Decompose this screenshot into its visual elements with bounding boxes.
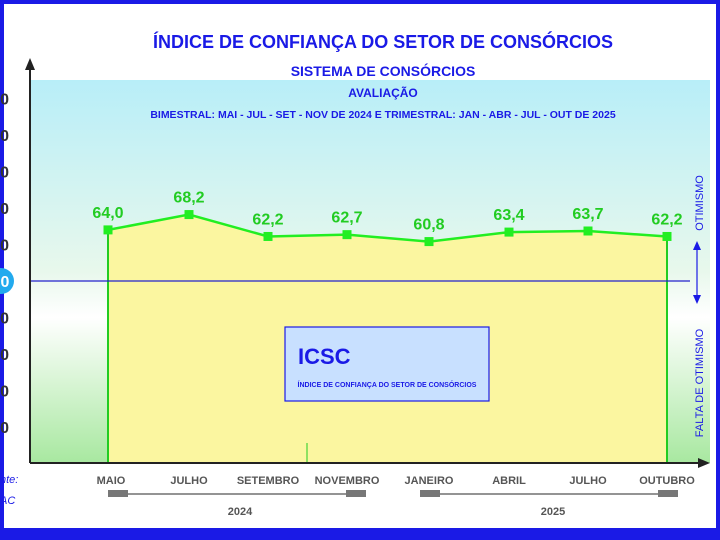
series-line — [107, 213, 668, 243]
y-axis-arrow — [25, 58, 35, 70]
x-tick-label: OUTUBRO — [639, 475, 695, 487]
year-2025-tick-left — [420, 490, 440, 497]
x-tick-label: JULHO — [170, 475, 208, 487]
data-label: 64,0 — [92, 205, 123, 222]
y-tick-label: 0 — [0, 347, 9, 364]
data-label: 62,2 — [651, 211, 682, 228]
x-tick-label: SETEMBRO — [237, 475, 300, 487]
data-label: 63,7 — [572, 206, 603, 223]
y-tick-label: 0 — [0, 420, 9, 437]
x-tick-label: JULHO — [569, 475, 607, 487]
data-point — [103, 225, 113, 235]
data-label: 62,2 — [252, 211, 283, 228]
y-tick-label: 0 — [0, 201, 9, 218]
year-label-2025: 2025 — [541, 506, 565, 518]
y-tick-label: 0 — [0, 128, 9, 145]
source-label: nte: — [0, 474, 18, 486]
y-tick-label: 0 — [0, 384, 9, 401]
x-tick-label: NOVEMBRO — [315, 475, 380, 487]
data-label: 68,2 — [173, 190, 204, 207]
chart-title: ÍNDICE DE CONFIANÇA DO SETOR DE CONSÓRCI… — [153, 31, 613, 52]
source-value: AC — [0, 495, 15, 507]
icsc-box-title: ICSC — [298, 344, 351, 369]
down-arrow-icon — [693, 295, 701, 304]
x-tick-label: ABRIL — [492, 475, 526, 487]
x-tick-label: JANEIRO — [405, 475, 454, 487]
year-label-2024: 2024 — [228, 506, 253, 518]
y-tick-label: 0 — [0, 311, 9, 328]
data-label: 62,7 — [331, 210, 362, 227]
data-point — [662, 231, 672, 241]
y-tick-label: 0 — [1, 274, 10, 291]
icsc-box-subtitle: ÍNDICE DE CONFIANÇA DO SETOR DE CONSÓRCI… — [298, 380, 477, 389]
optimism-label: OTIMISMO — [694, 175, 706, 231]
data-point — [184, 210, 194, 220]
x-axis-arrow — [698, 458, 710, 468]
data-point — [342, 230, 352, 240]
y-axis-layer: 00000000000 — [0, 92, 14, 437]
bottom-accent-bar — [2, 528, 718, 538]
data-point — [263, 231, 273, 241]
series-layer: 64,0 68,2 62,2 62,7 60,8 63,4 63,7 62,2 — [92, 190, 683, 247]
evaluation-label: AVALIAÇÃO — [348, 85, 418, 100]
data-label: 63,4 — [493, 207, 524, 224]
y-tick-label: 0 — [0, 238, 9, 255]
y-tick-label: 0 — [0, 165, 9, 182]
y-tick-label: 00 — [0, 92, 9, 109]
chart-subtitle: SISTEMA DE CONSÓRCIOS — [291, 62, 476, 79]
data-point — [583, 226, 593, 236]
year-2024-tick-left — [108, 490, 128, 497]
year-2025-tick-right — [658, 490, 678, 497]
data-label: 60,8 — [413, 217, 444, 234]
x-axis-layer: MAIO JULHO SETEMBRO NOVEMBRO JANEIRO ABRIL JUL… — [97, 475, 696, 487]
year-2024-tick-right — [346, 490, 366, 497]
up-arrow-icon — [693, 241, 701, 250]
lack-of-optimism-label: FALTA DE OTIMISMO — [694, 328, 706, 437]
icsc-box — [284, 326, 490, 402]
data-point — [504, 227, 514, 237]
neutral-tick-badge — [0, 268, 14, 294]
x-tick-label: MAIO — [97, 475, 126, 487]
data-point — [424, 237, 434, 247]
period-label: BIMESTRAL: MAI - JUL - SET - NOV DE 2024… — [150, 109, 616, 121]
